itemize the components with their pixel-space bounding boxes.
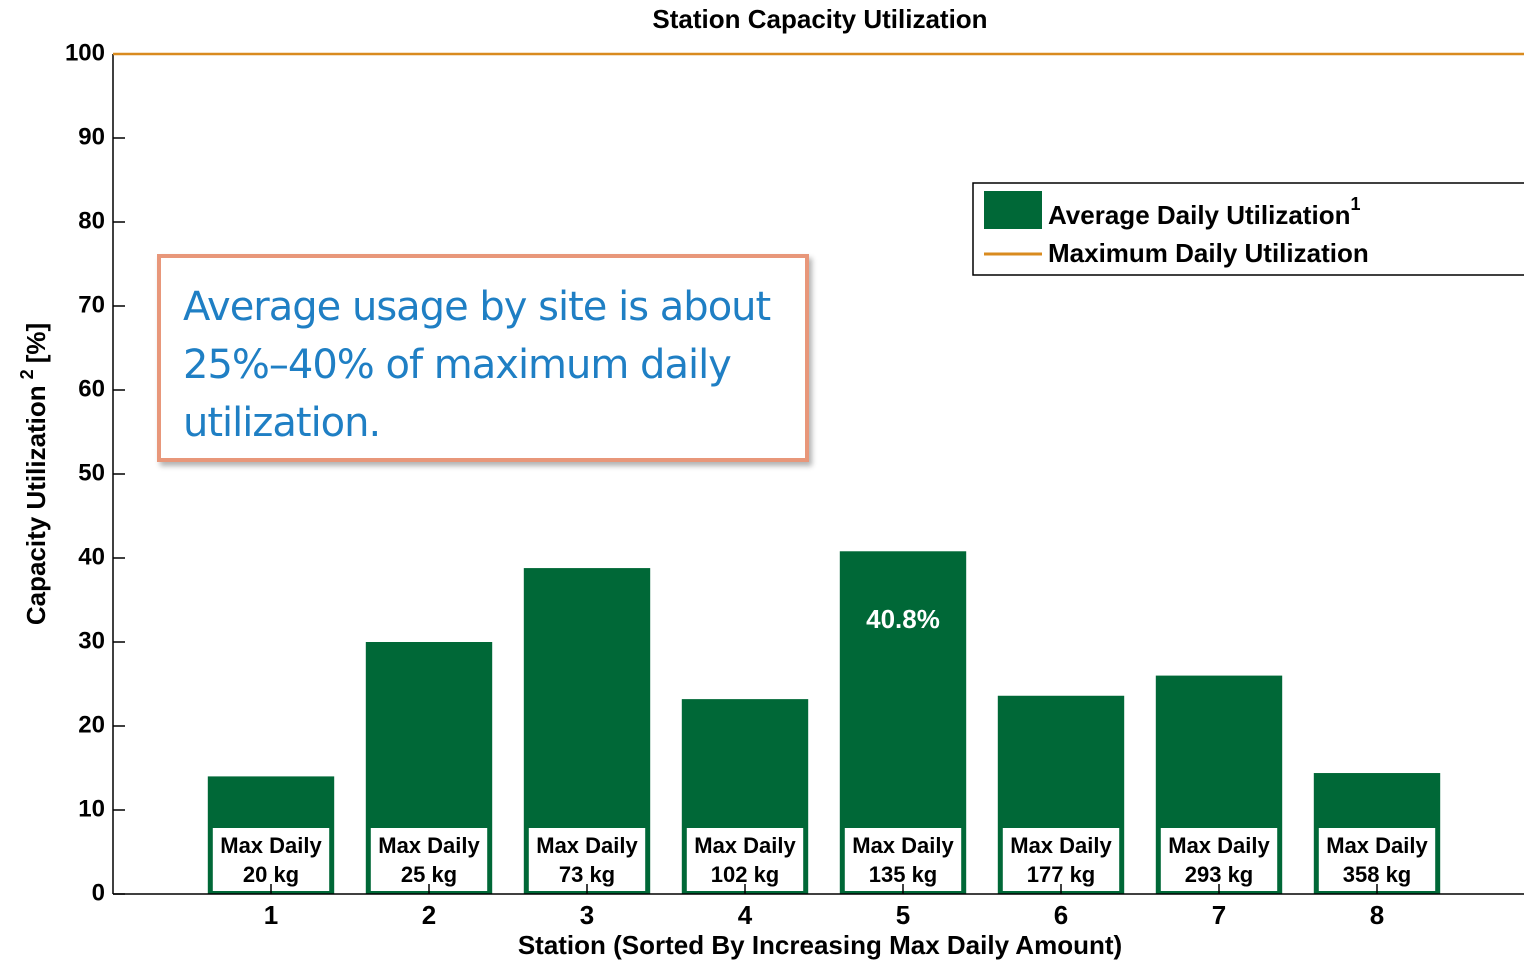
bar-note: Max Daily (1326, 833, 1428, 858)
bar-note-box (844, 828, 962, 891)
legend-label-note: 1 (1350, 194, 1360, 214)
data-label: 40.8% (866, 604, 940, 634)
bar-note: 177 kg (1027, 862, 1096, 887)
bar-note: 73 kg (559, 862, 615, 887)
y-axis-label-text: Capacity Utilization (21, 385, 51, 625)
chart-title: Station Capacity Utilization (652, 4, 987, 34)
bar-note: Max Daily (1168, 833, 1270, 858)
y-tick-label: 50 (78, 459, 105, 486)
legend-label: Maximum Daily Utilization (1048, 238, 1369, 268)
bar-note: Max Daily (1010, 833, 1112, 858)
y-tick-label: 100 (65, 39, 105, 66)
bar-note-box (212, 828, 330, 891)
bar-note: 293 kg (1185, 862, 1254, 887)
y-tick-label: 0 (92, 879, 105, 906)
bar-note-box (370, 828, 488, 891)
x-tick-label: 3 (580, 900, 594, 930)
x-tick-label: 7 (1212, 900, 1226, 930)
bar-note: Max Daily (220, 833, 322, 858)
bar-note: 102 kg (711, 862, 780, 887)
callout: Average usage by site is about 25%–40% o… (157, 254, 809, 462)
bar-note-box (686, 828, 804, 891)
bar-note-box (1318, 828, 1436, 891)
x-axis-label: Station (Sorted By Increasing Max Daily … (518, 930, 1122, 960)
legend-box (972, 182, 1524, 276)
bar-note: Max Daily (378, 833, 480, 858)
y-tick-label: 20 (78, 711, 105, 738)
y-tick-label: 40 (78, 543, 105, 570)
legend-label: Average Daily Utilization1 (1048, 194, 1360, 230)
y-tick-label: 90 (78, 123, 105, 150)
x-tick-label: 4 (738, 900, 753, 930)
x-tick-label: 1 (264, 900, 278, 930)
x-tick-label: 8 (1370, 900, 1384, 930)
x-tick-label: 6 (1054, 900, 1068, 930)
y-tick-label: 80 (78, 207, 105, 234)
bar-note-box (1002, 828, 1120, 891)
bar-note: 20 kg (243, 862, 299, 887)
y-axis-label-note: 2 (17, 369, 37, 379)
y-axis-label: Capacity Utilization 2 [%] (17, 323, 51, 625)
bar-note: 25 kg (401, 862, 457, 887)
bar-note: Max Daily (852, 833, 954, 858)
bar-note: Max Daily (694, 833, 796, 858)
x-tick-label: 2 (422, 900, 436, 930)
bar-note-box (528, 828, 646, 891)
legend-label-text: Average Daily Utilization (1048, 200, 1350, 230)
bar-note: 358 kg (1343, 862, 1412, 887)
y-tick-label: 60 (78, 375, 105, 402)
y-tick-label: 70 (78, 291, 105, 318)
legend-swatch (984, 191, 1042, 229)
x-tick-label: 5 (896, 900, 910, 930)
y-tick-label: 10 (78, 795, 105, 822)
bar-note: Max Daily (536, 833, 638, 858)
bar-note: 135 kg (869, 862, 938, 887)
bar-note-box (1160, 828, 1278, 891)
y-axis-label-unit: [%] (21, 323, 51, 363)
y-tick-label: 30 (78, 627, 105, 654)
